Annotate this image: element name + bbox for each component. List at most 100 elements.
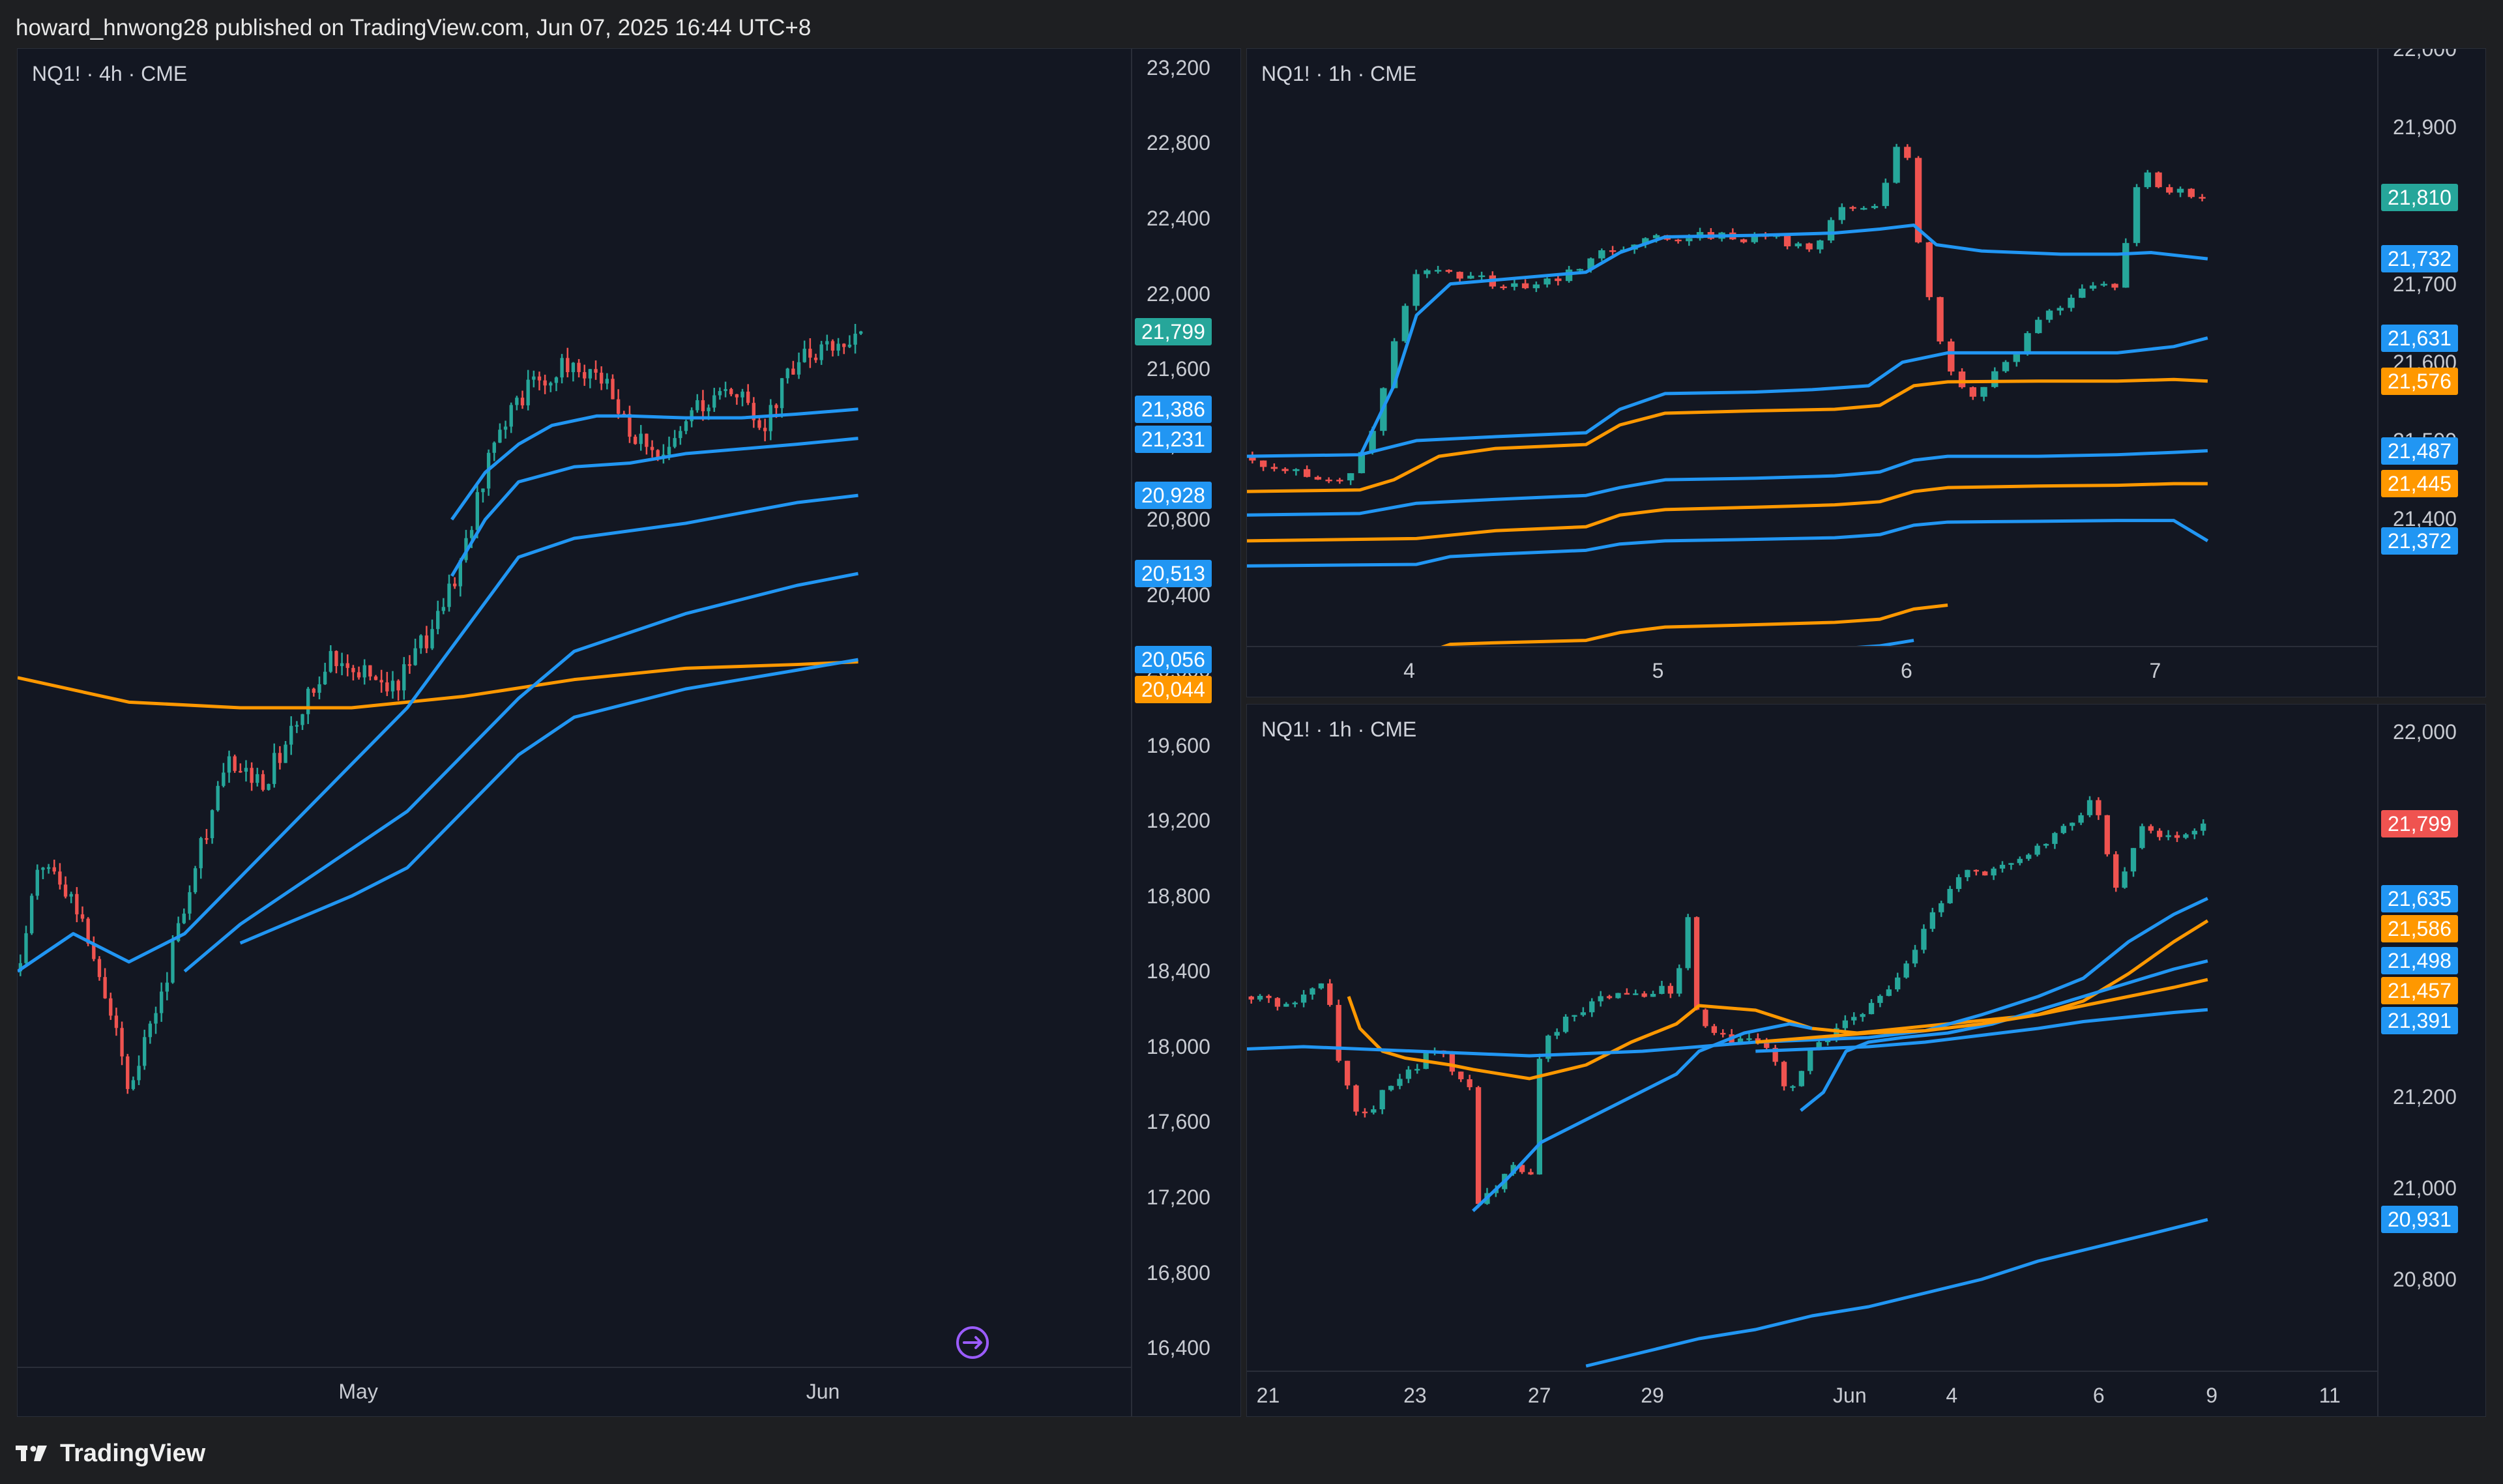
candle [419, 634, 423, 654]
price-tick-label: 21,400 [2393, 507, 2457, 531]
candle [1740, 239, 1748, 244]
candle [712, 388, 716, 413]
time-tick-label: 6 [2092, 1384, 2105, 1407]
candle [633, 434, 637, 445]
candle [1999, 861, 2006, 873]
candle [1650, 991, 1656, 997]
candle [2079, 284, 2086, 298]
candle [143, 1029, 147, 1070]
candle [2139, 823, 2145, 850]
candle [46, 864, 51, 874]
candle [1545, 1034, 1551, 1062]
candle [373, 675, 378, 680]
moving-average-line [239, 658, 858, 945]
candle [1711, 1024, 1718, 1036]
candle [272, 743, 276, 788]
time-axis[interactable]: May Jun [18, 1367, 1131, 1416]
candle [853, 324, 857, 354]
price-tag: 20,931 [2381, 1206, 2458, 1234]
candle [679, 426, 682, 445]
candle [780, 378, 784, 418]
chart-pane-top-right[interactable]: NQ1! · 1h · CME 22,000 21,900 21,700 21,600… [1246, 48, 2486, 697]
chart-pane-left[interactable]: NQ1! · 4h · CME 23,200 22,800 22,400 22,000… [17, 48, 1241, 1417]
candle [515, 396, 519, 411]
candle [1696, 227, 1704, 241]
candle [396, 679, 400, 701]
candle [447, 574, 451, 612]
candle [390, 671, 395, 699]
price-axis[interactable]: 23,20022,80022,40022,00021,60021,20020,8… [1131, 49, 1240, 1416]
candle [2008, 863, 2014, 870]
candle [1667, 983, 1674, 998]
candle [1318, 983, 1325, 990]
candle [1817, 239, 1824, 254]
time-axis[interactable]: 4 5 6 7 [1247, 646, 2377, 697]
tradingview-wordmark: TradingView [60, 1439, 206, 1467]
candle [148, 1021, 153, 1044]
candle [1955, 874, 1962, 892]
price-axis[interactable]: 22,00021,90021,70021,60021,50021,40021,8… [2377, 49, 2485, 697]
candle [1746, 1033, 1752, 1042]
moving-average-line [1247, 336, 2208, 458]
candle [126, 1054, 130, 1094]
candle [29, 893, 34, 935]
candle [549, 381, 553, 392]
candle [509, 402, 513, 433]
moving-average-line [450, 407, 858, 521]
candle [35, 864, 39, 900]
candle [2043, 843, 2049, 849]
candle [537, 371, 542, 390]
candle [752, 397, 756, 428]
price-tick-label: 22,000 [2393, 720, 2457, 744]
candle [628, 405, 632, 443]
candle [1467, 1075, 1472, 1090]
candle [577, 358, 581, 378]
candle [1693, 916, 1700, 1011]
moving-average-line [1472, 1022, 1813, 1212]
candle [317, 676, 321, 699]
chart-pane-bottom-right[interactable]: NQ1! · 1h · CME 22,000 21,200 21,000 20,800… [1246, 704, 2486, 1417]
candle [159, 982, 164, 1022]
candle [543, 374, 547, 394]
price-axis[interactable]: 22,000 21,200 21,000 20,800 21,799 21,635 21,5… [2377, 705, 2485, 1416]
candle [1424, 269, 1431, 278]
candle [188, 885, 192, 920]
time-tick-label: 9 [2206, 1384, 2218, 1407]
candle [673, 429, 677, 448]
price-tick-label: 20,800 [2393, 1268, 2457, 1291]
price-tag: 20,928 [1135, 482, 1212, 510]
time-tick-label: 23 [1403, 1384, 1427, 1407]
candle [80, 906, 85, 922]
plot-area[interactable] [1247, 705, 2377, 1371]
plot-area[interactable] [1247, 49, 2377, 646]
candle [1720, 1029, 1726, 1038]
candle [791, 360, 795, 375]
time-axis[interactable]: 21 23 27 29 Jun 4 6 9 11 [1247, 1371, 2377, 1416]
candle [1532, 281, 1540, 293]
plot-area[interactable] [18, 49, 1131, 1367]
time-tick-label: 5 [1652, 659, 1664, 682]
candle [289, 716, 293, 755]
candle [1274, 997, 1281, 1011]
time-tick-label: Jun [806, 1380, 840, 1403]
candle [2026, 853, 2032, 861]
replay-icon[interactable] [955, 1325, 990, 1360]
candle [554, 376, 559, 392]
moving-average-line [1247, 482, 2208, 543]
moving-average-line [1856, 639, 1914, 646]
footer-branding[interactable]: TradingView [16, 1434, 205, 1473]
candle [413, 639, 417, 666]
moving-average-line [18, 660, 858, 710]
candle [103, 968, 107, 999]
candle [1675, 239, 1682, 244]
candle [379, 669, 383, 693]
candle [560, 354, 564, 384]
price-tag: 21,732 [2381, 245, 2458, 273]
price-tick-label: 18,000 [1147, 1034, 1210, 1058]
candle [75, 887, 79, 922]
candle [114, 1008, 119, 1036]
time-tick-label: 4 [1946, 1384, 1958, 1407]
price-tick-label: 21,600 [1147, 357, 1210, 381]
candle [278, 746, 282, 770]
candle [323, 662, 327, 685]
